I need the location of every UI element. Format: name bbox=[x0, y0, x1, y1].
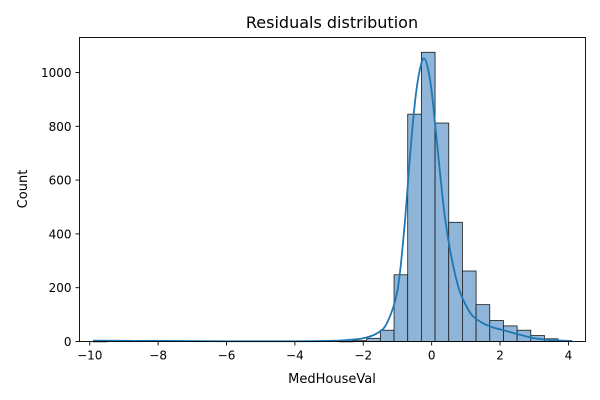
x-tick-label: 0 bbox=[428, 349, 436, 363]
kde-curve bbox=[93, 57, 572, 343]
histogram-bar bbox=[379, 329, 395, 342]
x-tick-label: −4 bbox=[286, 349, 304, 363]
chart-title: Residuals distribution bbox=[246, 13, 418, 32]
histogram-bar bbox=[366, 337, 381, 342]
x-tick-label: −6 bbox=[218, 349, 236, 363]
histogram-bars bbox=[92, 51, 573, 343]
histogram-bar bbox=[462, 270, 477, 342]
histogram-bar bbox=[489, 320, 504, 342]
x-tick-label: −8 bbox=[149, 349, 167, 363]
plot-frame bbox=[79, 37, 586, 342]
histogram-bar bbox=[448, 221, 463, 342]
x-axis-ticks: −10 −8 −6 −4 −2 0 2 4 bbox=[77, 341, 573, 363]
x-tick-label: 4 bbox=[565, 349, 573, 363]
y-tick-label: 0 bbox=[64, 335, 72, 349]
y-tick-label: 1000 bbox=[41, 66, 72, 80]
x-axis-label: MedHouseVal bbox=[288, 372, 376, 387]
y-tick-label: 800 bbox=[49, 120, 72, 134]
y-tick-label: 400 bbox=[49, 227, 72, 241]
y-axis-ticks: 0 200 400 600 800 1000 bbox=[41, 66, 80, 349]
y-axis-label: Count bbox=[16, 170, 31, 209]
x-tick-label: −10 bbox=[77, 349, 102, 363]
histogram-bar bbox=[393, 274, 409, 342]
y-tick-label: 200 bbox=[49, 281, 72, 295]
x-tick-label: −2 bbox=[354, 349, 372, 363]
x-tick-label: 2 bbox=[496, 349, 504, 363]
y-tick-label: 600 bbox=[49, 174, 72, 188]
